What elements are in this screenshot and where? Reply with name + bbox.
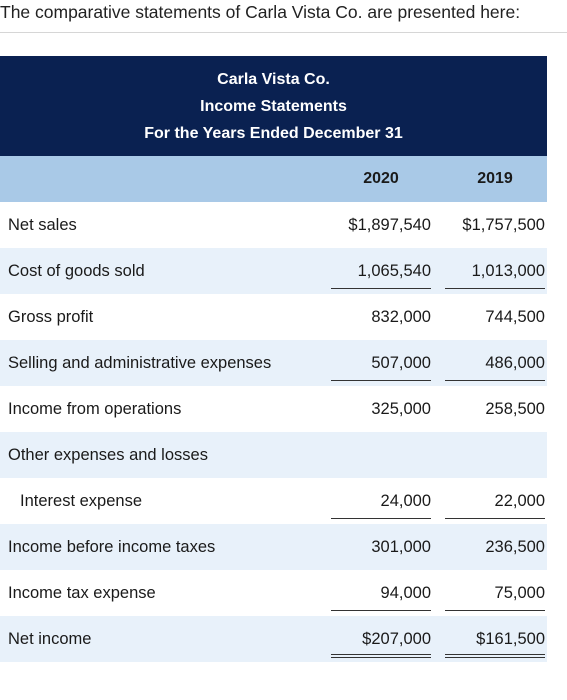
statement-period: For the Years Ended December 31 [144, 124, 403, 142]
value-2020: $1,897,540 [348, 216, 431, 234]
double-underline-rule [331, 657, 431, 658]
row-label: Selling and administrative expenses [8, 354, 272, 372]
value-2020: 507,000 [371, 354, 431, 372]
table-row-income-before-taxes: Income before income taxes 301,000 236,5… [0, 524, 547, 570]
value-2020: $207,000 [362, 630, 431, 648]
value-2019: 486,000 [485, 354, 545, 372]
value-2019: 236,500 [485, 538, 545, 556]
value-2020: 325,000 [371, 400, 431, 418]
table-row-net-income: Net income $207,000 $161,500 [0, 616, 547, 662]
double-underline-rule [445, 657, 545, 658]
table-header: Carla Vista Co. Income Statements For th… [0, 56, 547, 156]
column-header-2019: 2019 [477, 170, 513, 187]
value-2019: 744,500 [485, 308, 545, 326]
value-2020: 301,000 [371, 538, 431, 556]
value-2020: 832,000 [371, 308, 431, 326]
underline-rule [445, 288, 545, 289]
table-row-other-expenses: Other expenses and losses [0, 432, 547, 478]
income-statement-table: Carla Vista Co. Income Statements For th… [0, 56, 547, 662]
row-label: Income from operations [8, 400, 182, 418]
underline-rule [331, 610, 431, 611]
underline-rule [445, 380, 545, 381]
underline-rule [331, 380, 431, 381]
row-label: Other expenses and losses [8, 446, 208, 464]
table-row-income-tax-expense: Income tax expense 94,000 75,000 [0, 570, 547, 616]
value-2019: 22,000 [494, 492, 545, 510]
company-name: Carla Vista Co. [217, 70, 330, 88]
table-row-income-from-operations: Income from operations 325,000 258,500 [0, 386, 547, 432]
value-2019: $161,500 [476, 630, 545, 648]
column-headers: 2020 2019 [0, 156, 547, 202]
double-underline-rule [331, 654, 431, 655]
row-label: Gross profit [8, 308, 94, 326]
table-row-interest-expense: Interest expense 24,000 22,000 [0, 478, 547, 524]
divider [0, 32, 567, 33]
value-2019: 75,000 [494, 584, 545, 602]
column-header-2020: 2020 [363, 170, 399, 187]
row-label: Net sales [8, 216, 77, 234]
row-label: Income before income taxes [8, 538, 216, 556]
row-label: Interest expense [20, 492, 142, 510]
table-row-cost-of-goods-sold: Cost of goods sold 1,065,540 1,013,000 [0, 248, 547, 294]
value-2019: 258,500 [485, 400, 545, 418]
row-label: Income tax expense [8, 584, 156, 602]
value-2019: $1,757,500 [462, 216, 545, 234]
double-underline-rule [445, 654, 545, 655]
value-2019: 1,013,000 [471, 262, 545, 280]
underline-rule [445, 518, 545, 519]
row-label: Net income [8, 630, 92, 648]
underline-rule [331, 288, 431, 289]
underline-rule [331, 518, 431, 519]
table-row-selling-admin-expenses: Selling and administrative expenses 507,… [0, 340, 547, 386]
value-2020: 24,000 [380, 492, 431, 510]
underline-rule [445, 610, 545, 611]
statement-title: Income Statements [200, 97, 347, 115]
table-row-gross-profit: Gross profit 832,000 744,500 [0, 294, 547, 340]
table-row-net-sales: Net sales $1,897,540 $1,757,500 [0, 202, 547, 248]
value-2020: 1,065,540 [357, 262, 431, 280]
value-2020: 94,000 [380, 584, 431, 602]
intro-text: The comparative statements of Carla Vist… [0, 2, 521, 22]
row-label: Cost of goods sold [8, 262, 145, 280]
